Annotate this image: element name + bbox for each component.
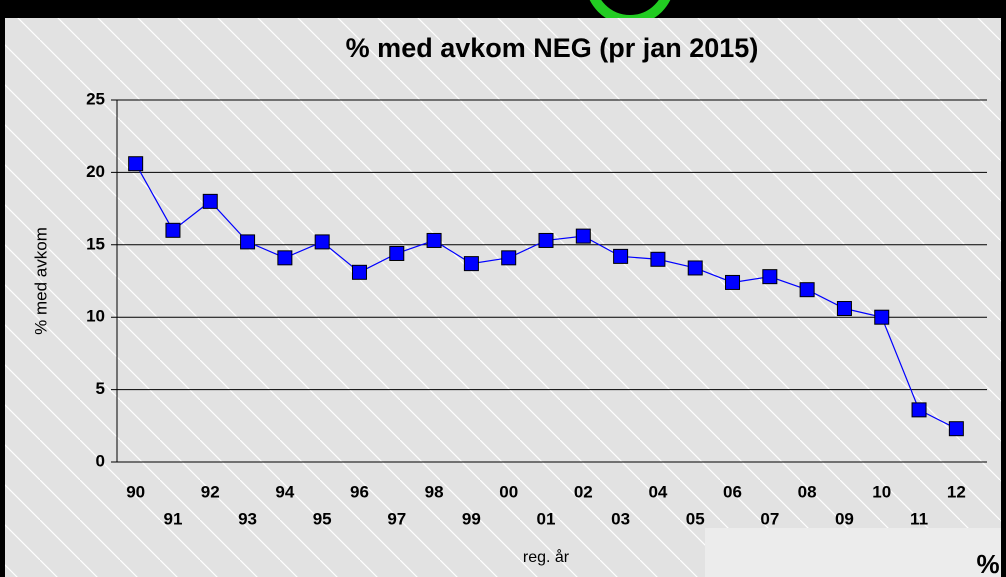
x-tick-label: 91 — [163, 509, 182, 528]
data-point — [501, 250, 517, 266]
x-tick-label: 11 — [910, 509, 928, 528]
x-tick-label: 02 — [574, 482, 593, 501]
y-tick-label: 15 — [86, 234, 105, 253]
y-tick-label: 25 — [86, 89, 105, 108]
y-tick-label: 10 — [86, 307, 105, 326]
data-point — [836, 301, 852, 317]
data-point — [650, 251, 666, 267]
data-point — [351, 264, 367, 280]
x-tick-label: 03 — [611, 509, 630, 528]
x-tick-label: 09 — [835, 509, 854, 528]
corner-text: % — [976, 549, 999, 577]
x-tick-label: 06 — [723, 482, 742, 501]
data-point — [463, 256, 479, 272]
chart-background — [5, 18, 1001, 577]
x-tick-label: 08 — [798, 482, 817, 501]
data-point — [874, 309, 890, 325]
x-tick-label: 97 — [387, 509, 406, 528]
x-tick-label: 12 — [947, 482, 966, 501]
data-point — [911, 402, 927, 418]
data-point — [613, 248, 629, 264]
x-tick-label: 93 — [238, 509, 257, 528]
data-point — [165, 222, 181, 238]
y-tick-label: 5 — [96, 379, 105, 398]
chart-title: % med avkom NEG (pr jan 2015) — [346, 33, 759, 63]
x-tick-label: 01 — [537, 509, 556, 528]
x-tick-label: 92 — [201, 482, 220, 501]
data-point — [725, 274, 741, 290]
x-tick-label: 07 — [760, 509, 779, 528]
y-tick-label: 20 — [86, 162, 105, 181]
x-tick-label: 05 — [686, 509, 705, 528]
data-point — [202, 193, 218, 209]
data-point — [799, 282, 815, 298]
data-point — [575, 228, 591, 244]
data-point — [240, 234, 256, 250]
data-point — [538, 232, 554, 248]
x-tick-label: 99 — [462, 509, 481, 528]
data-point — [426, 232, 442, 248]
x-tick-label: 96 — [350, 482, 369, 501]
overlay-panel — [705, 528, 1001, 577]
x-tick-label: 95 — [313, 509, 332, 528]
data-point — [687, 260, 703, 276]
x-tick-label: 98 — [425, 482, 444, 501]
data-point — [128, 156, 144, 172]
y-tick-label: 0 — [96, 451, 105, 470]
data-point — [389, 245, 405, 261]
x-tick-label: 90 — [126, 482, 145, 501]
y-axis-label: % med avkom — [31, 227, 50, 335]
x-tick-label: 04 — [648, 482, 667, 501]
data-point — [314, 234, 330, 250]
x-tick-label: 10 — [872, 482, 891, 501]
data-point — [277, 250, 293, 266]
x-tick-label: 00 — [499, 482, 518, 501]
data-point — [762, 269, 778, 285]
x-axis-label: reg. år — [523, 548, 570, 566]
data-point — [948, 421, 964, 437]
x-tick-label: 94 — [275, 482, 294, 501]
